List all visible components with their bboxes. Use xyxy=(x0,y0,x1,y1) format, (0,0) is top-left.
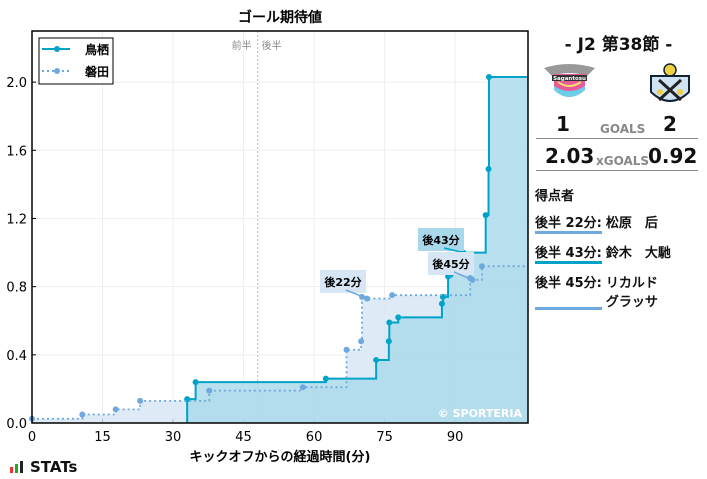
y-tick-label: 0.8 xyxy=(6,281,27,296)
home-xg: 2.03 xyxy=(545,144,595,168)
data-point xyxy=(395,314,402,321)
goal-time: 後半 22分: xyxy=(535,212,602,234)
y-tick-label: 1.6 xyxy=(6,144,27,159)
data-point xyxy=(137,397,144,404)
chart-title: ゴール期待値 xyxy=(238,9,322,26)
x-tick-label: 45 xyxy=(235,430,252,445)
y-tick-label: 0.4 xyxy=(6,349,27,364)
data-point xyxy=(385,338,392,345)
data-point xyxy=(343,346,350,353)
data-point xyxy=(192,379,199,386)
data-point xyxy=(206,387,213,394)
scorer-name: 松原 后 xyxy=(605,216,658,231)
annotation-pointer xyxy=(443,247,464,254)
scorer-item: 後半 22分: 松原 后 xyxy=(535,212,671,234)
x-axis-label: キックオフからの経過時間(分) xyxy=(190,449,371,465)
annotation-label: 後43分 xyxy=(422,233,459,247)
y-tick-label: 0.0 xyxy=(6,417,27,432)
scorer-name: リカルド グラッサ xyxy=(605,276,658,310)
x-tick-label: 75 xyxy=(376,430,393,445)
away-goals: 2 xyxy=(663,112,677,136)
data-point xyxy=(322,375,329,382)
area-鳥栖 xyxy=(187,77,529,423)
annotation-label: 後22分 xyxy=(324,275,361,289)
sagan-tosu-logo: Sagantosu xyxy=(544,64,595,97)
xg-chart: ゴール期待値0 15 30 45 60 75 900.00.40.81.21.62.0前半後… xyxy=(6,9,529,465)
stats-brand: STATs xyxy=(10,458,77,476)
annotation-box xyxy=(320,270,366,293)
scorer-name: 鈴木 大馳 xyxy=(605,246,671,261)
scorer-item: 後半 45分: リカルド グラッサ xyxy=(535,272,671,310)
legend-box xyxy=(38,37,114,85)
brand-name: STATs xyxy=(30,458,78,476)
watermark: © SPORTERIA xyxy=(438,407,523,420)
data-point xyxy=(485,74,492,81)
data-point xyxy=(485,166,492,173)
round-title: - J2 第38節 - xyxy=(564,35,673,55)
data-point xyxy=(112,406,119,413)
data-point xyxy=(386,319,393,326)
y-tick-label: 1.2 xyxy=(6,212,27,227)
data-point xyxy=(438,300,445,307)
goals-label: GOALS xyxy=(600,122,646,136)
x-tick-label: 0 xyxy=(28,430,36,445)
stats-logo-icon xyxy=(10,461,23,473)
home-goals: 1 xyxy=(556,112,570,136)
data-point xyxy=(373,356,380,363)
goal-time: 後半 45分: xyxy=(535,272,602,310)
x-tick-label: 60 xyxy=(306,430,323,445)
annotation-pointer xyxy=(453,271,473,281)
home-logo-text: Sagantosu xyxy=(553,76,586,82)
legend-marker xyxy=(54,46,60,52)
x-tick-label: 90 xyxy=(447,430,464,445)
annotation-label: 後45分 xyxy=(432,257,469,271)
second-half-label: 後半 xyxy=(262,39,282,52)
data-point xyxy=(478,263,485,270)
first-half-label: 前半 xyxy=(232,39,252,52)
data-point xyxy=(79,411,86,418)
legend-marker xyxy=(54,68,60,74)
y-tick-label: 2.0 xyxy=(6,76,27,91)
data-point xyxy=(389,292,396,299)
goal-time: 後半 43分: xyxy=(535,242,602,264)
scorers-list: 得点者 後半 22分: 松原 后 後半 43分: 鈴木 大馳 後半 45分: リカルド… xyxy=(535,185,671,310)
jubilo-iwata-logo xyxy=(650,63,690,102)
x-tick-label: 30 xyxy=(165,430,182,445)
x-tick-label: 15 xyxy=(94,430,111,445)
data-point xyxy=(482,212,489,219)
xg-label: xGOALS xyxy=(596,154,650,168)
legend-label: 鳥栖 xyxy=(85,42,109,57)
data-point xyxy=(299,384,306,391)
annotation-box xyxy=(428,252,474,275)
away-xg: 0.92 xyxy=(648,144,698,168)
scorer-item: 後半 43分: 鈴木 大馳 xyxy=(535,242,671,264)
annotation-box xyxy=(418,228,464,251)
plot-frame xyxy=(31,30,529,424)
legend-label: 磐田 xyxy=(85,64,109,79)
annotation-pointer xyxy=(345,289,368,300)
series-line xyxy=(32,265,528,420)
data-point xyxy=(358,338,365,345)
scorers-title: 得点者 xyxy=(535,189,575,204)
